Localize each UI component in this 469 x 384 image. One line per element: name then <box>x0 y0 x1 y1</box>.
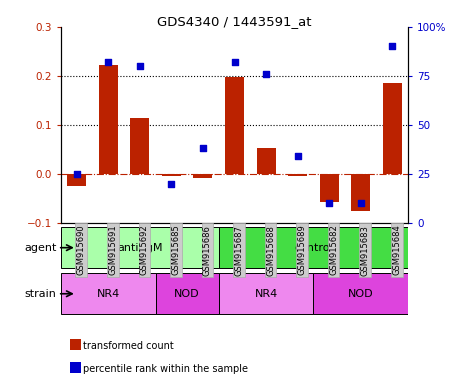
Point <box>136 63 144 69</box>
Bar <box>156 273 219 314</box>
Point <box>294 153 302 159</box>
Bar <box>130 118 149 174</box>
Text: GSM915690: GSM915690 <box>77 225 86 275</box>
Text: GSM915687: GSM915687 <box>234 225 243 275</box>
Bar <box>257 148 275 174</box>
Point <box>357 200 364 206</box>
Bar <box>194 174 212 178</box>
Text: NR4: NR4 <box>97 289 120 299</box>
Text: GSM915691: GSM915691 <box>108 225 117 275</box>
Text: GSM915689: GSM915689 <box>298 225 307 275</box>
Bar <box>225 77 244 174</box>
Text: GSM915682: GSM915682 <box>329 225 338 275</box>
Bar <box>67 174 86 186</box>
Text: NR4: NR4 <box>254 289 278 299</box>
Bar <box>288 174 307 176</box>
Text: GSM915688: GSM915688 <box>266 225 275 275</box>
Point <box>199 145 207 151</box>
Bar <box>99 65 118 174</box>
Text: transformed count: transformed count <box>83 341 174 351</box>
Text: GSM915685: GSM915685 <box>171 225 181 275</box>
Bar <box>61 273 156 314</box>
Point <box>167 180 175 187</box>
Bar <box>219 273 313 314</box>
Point <box>388 43 396 50</box>
Text: percentile rank within the sample: percentile rank within the sample <box>83 364 249 374</box>
Text: GSM915686: GSM915686 <box>203 225 212 275</box>
Text: strain: strain <box>24 289 56 299</box>
Text: GSM915683: GSM915683 <box>361 225 370 275</box>
Text: GSM915684: GSM915684 <box>392 225 401 275</box>
Text: NOD: NOD <box>174 289 200 299</box>
Point <box>231 59 238 65</box>
Point <box>325 200 333 206</box>
Bar <box>383 83 402 174</box>
Text: control: control <box>294 243 333 253</box>
Text: NOD: NOD <box>348 289 373 299</box>
Text: agent: agent <box>24 243 56 253</box>
Bar <box>61 227 219 268</box>
Bar <box>162 174 181 176</box>
Point <box>262 71 270 77</box>
Point <box>105 59 112 65</box>
Text: GSM915692: GSM915692 <box>140 225 149 275</box>
Point <box>73 170 81 177</box>
Text: anti-IgM: anti-IgM <box>117 243 163 253</box>
Bar <box>320 174 339 202</box>
Bar <box>219 227 408 268</box>
Text: GDS4340 / 1443591_at: GDS4340 / 1443591_at <box>157 15 312 28</box>
Bar <box>351 174 370 211</box>
Bar <box>313 273 408 314</box>
